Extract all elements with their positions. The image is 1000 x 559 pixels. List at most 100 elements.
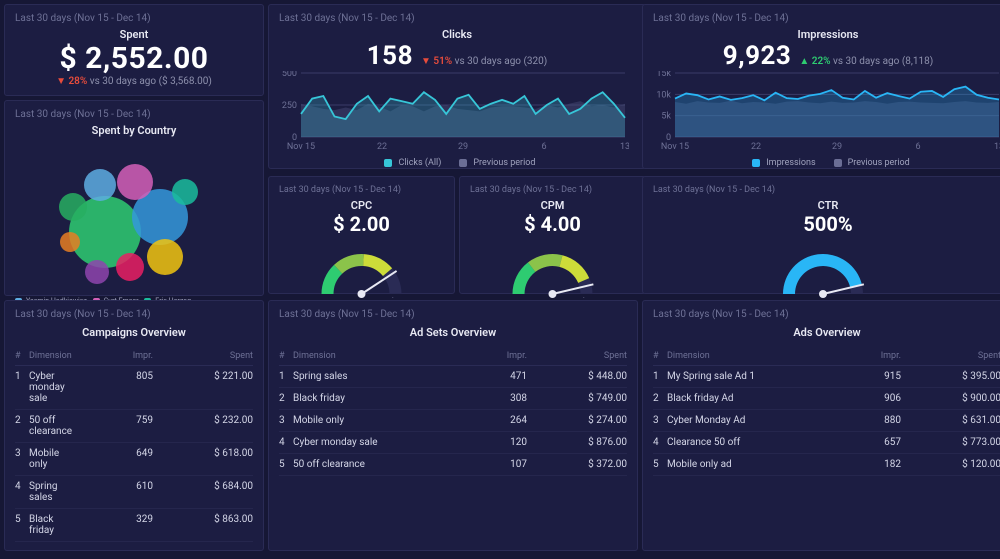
spent-country-card: Last 30 days (Nov 15 - Dec 14) Spent by …	[4, 100, 264, 296]
impressions-value: 9,923	[723, 41, 792, 71]
cpc-value: $ 2.00	[279, 212, 444, 236]
legend-item[interactable]: Impressions	[746, 158, 815, 168]
date-range-label: Last 30 days (Nov 15 - Dec 14)	[15, 109, 253, 120]
bubble[interactable]	[117, 164, 153, 200]
date-range-label: Last 30 days (Nov 15 - Dec 14)	[653, 13, 1000, 24]
clicks-delta: ▼ 51% vs 30 days ago (320)	[421, 56, 547, 67]
bubble-chart[interactable]	[15, 137, 245, 287]
campaigns-table[interactable]: #Dimension Impr.Spent 1Cyber monday sale…	[15, 347, 253, 542]
table-row[interactable]: 3Cyber Monday Ad 880$ 631.00	[653, 410, 1000, 432]
date-range-label: Last 30 days (Nov 15 - Dec 14)	[279, 185, 444, 195]
impressions-pct: ▲ 22%	[799, 56, 830, 67]
clicks-card: Last 30 days (Nov 15 - Dec 14) Clicks 15…	[268, 4, 646, 169]
table-row[interactable]: 1My Spring sale Ad 1 915$ 395.00	[653, 366, 1000, 388]
cpc-card: Last 30 days (Nov 15 - Dec 14) CPC $ 2.0…	[268, 176, 455, 294]
spent-kpi-card: Last 30 days (Nov 15 - Dec 14) Spent $ 2…	[4, 4, 264, 96]
svg-text:500: 500	[282, 71, 297, 79]
svg-text:0: 0	[319, 297, 324, 298]
bubble[interactable]	[147, 239, 183, 275]
svg-text:22: 22	[377, 142, 387, 151]
table-row[interactable]: 1Cyber monday sale 805$ 221.00	[15, 366, 253, 410]
date-range-label: Last 30 days (Nov 15 - Dec 14)	[279, 309, 627, 320]
impressions-vs: vs 30 days ago (8,118)	[833, 56, 933, 67]
impressions-legend: Impressions Previous period	[653, 158, 1000, 168]
table-row[interactable]: 3Mobile only 649$ 618.00	[15, 443, 253, 476]
date-range-label: Last 30 days (Nov 15 - Dec 14)	[15, 13, 253, 24]
table-row[interactable]: 4Spring sales 610$ 684.00	[15, 476, 253, 509]
table-row[interactable]: 250 off clearance 759$ 232.00	[15, 410, 253, 443]
clicks-vs: vs 30 days ago (320)	[455, 56, 548, 67]
bubble[interactable]	[85, 260, 109, 284]
table-row[interactable]: 5Black friday 329$ 863.00	[15, 509, 253, 542]
campaigns-title: Campaigns Overview	[15, 326, 253, 339]
date-range-label: Last 30 days (Nov 15 - Dec 14)	[653, 185, 1000, 195]
svg-text:6: 6	[541, 142, 546, 151]
adsets-table-card: Last 30 days (Nov 15 - Dec 14) Ad Sets O…	[268, 300, 638, 551]
ctr-gauge[interactable]: 0 600%	[653, 236, 993, 298]
table-row[interactable]: 2Black friday 308$ 749.00	[279, 388, 627, 410]
svg-text:0: 0	[510, 297, 515, 298]
campaigns-table-card: Last 30 days (Nov 15 - Dec 14) Campaigns…	[4, 300, 264, 551]
cpm-value: $ 4.00	[470, 212, 635, 236]
cpc-title: CPC	[279, 199, 444, 212]
clicks-title: Clicks	[279, 28, 635, 41]
ctr-title: CTR	[653, 199, 1000, 212]
svg-text:5k: 5k	[661, 112, 671, 122]
svg-text:0: 0	[781, 297, 786, 298]
spent-vs: vs 30 days ago ($ 3,568.00)	[90, 76, 212, 87]
table-row[interactable]: 4Clearance 50 off 657$ 773.00	[653, 432, 1000, 454]
spent-pct: ▼ 28%	[56, 76, 87, 87]
cpm-gauge[interactable]: 0$ 4.80	[470, 236, 635, 298]
adsets-title: Ad Sets Overview	[279, 326, 627, 339]
date-range-label: Last 30 days (Nov 15 - Dec 14)	[653, 309, 1000, 320]
dashboard-grid: Last 30 days (Nov 15 - Dec 14) Spent $ 2…	[0, 0, 1000, 559]
cpc-gauge[interactable]: 0 $ 3.40	[279, 236, 444, 298]
adsets-table[interactable]: #Dimension Impr.Spent 1Spring sales 471$…	[279, 347, 627, 476]
date-range-label: Last 30 days (Nov 15 - Dec 14)	[15, 309, 253, 320]
table-row[interactable]: 5Mobile only ad 182$ 120.00	[653, 454, 1000, 476]
svg-text:10k: 10k	[656, 90, 671, 100]
legend-item[interactable]: Previous period	[828, 158, 910, 168]
svg-text:29: 29	[458, 142, 468, 151]
table-row[interactable]: 1Spring sales 471$ 448.00	[279, 366, 627, 388]
spent-value: $ 2,552.00	[15, 41, 253, 76]
clicks-legend: Clicks (All) Previous period	[279, 158, 635, 168]
ads-table[interactable]: #Dimension Impr.Spent 1My Spring sale Ad…	[653, 347, 1000, 476]
clicks-value: 158	[367, 41, 413, 71]
bubble[interactable]	[84, 169, 116, 201]
legend-item[interactable]: Clicks (All)	[378, 158, 441, 168]
svg-text:13: 13	[994, 142, 1000, 151]
bubble[interactable]	[172, 179, 198, 205]
legend-item[interactable]: Previous period	[453, 158, 535, 168]
svg-text:600%: 600%	[853, 297, 872, 298]
spent-title: Spent	[15, 28, 253, 41]
bubble[interactable]	[59, 193, 87, 221]
bubble[interactable]	[116, 253, 144, 281]
svg-text:13: 13	[620, 142, 629, 151]
clicks-chart[interactable]: 0250500Nov 152229613	[279, 71, 629, 151]
impressions-delta: ▲ 22% vs 30 days ago (8,118)	[799, 56, 933, 67]
svg-text:22: 22	[751, 142, 761, 151]
spent-country-title: Spent by Country	[15, 124, 253, 137]
date-range-label: Last 30 days (Nov 15 - Dec 14)	[470, 185, 635, 195]
date-range-label: Last 30 days (Nov 15 - Dec 14)	[279, 13, 635, 24]
ctr-value: 500%	[653, 212, 1000, 236]
svg-text:6: 6	[915, 142, 920, 151]
table-row[interactable]: 550 off clearance 107$ 372.00	[279, 454, 627, 476]
svg-text:15k: 15k	[656, 71, 671, 79]
clicks-pct: ▼ 51%	[421, 56, 452, 67]
impressions-title: Impressions	[653, 28, 1000, 41]
table-row[interactable]: 3Mobile only 264$ 274.00	[279, 410, 627, 432]
svg-text:29: 29	[832, 142, 842, 151]
svg-text:250: 250	[282, 101, 297, 111]
ctr-card: Last 30 days (Nov 15 - Dec 14) CTR 500% …	[642, 176, 1000, 294]
table-header: #Dimension Impr.Spent	[279, 347, 627, 366]
table-row[interactable]: 2Black friday Ad 906$ 900.00	[653, 388, 1000, 410]
ads-title: Ads Overview	[653, 326, 1000, 339]
spent-delta: ▼ 28% vs 30 days ago ($ 3,568.00)	[15, 76, 253, 87]
svg-text:$ 3.40: $ 3.40	[390, 297, 413, 298]
table-row[interactable]: 4Cyber monday sale 120$ 876.00	[279, 432, 627, 454]
impressions-chart[interactable]: 05k10k15kNov 152229613	[653, 71, 1000, 151]
bubble[interactable]	[60, 232, 80, 252]
cpm-card: Last 30 days (Nov 15 - Dec 14) CPM $ 4.0…	[459, 176, 646, 294]
